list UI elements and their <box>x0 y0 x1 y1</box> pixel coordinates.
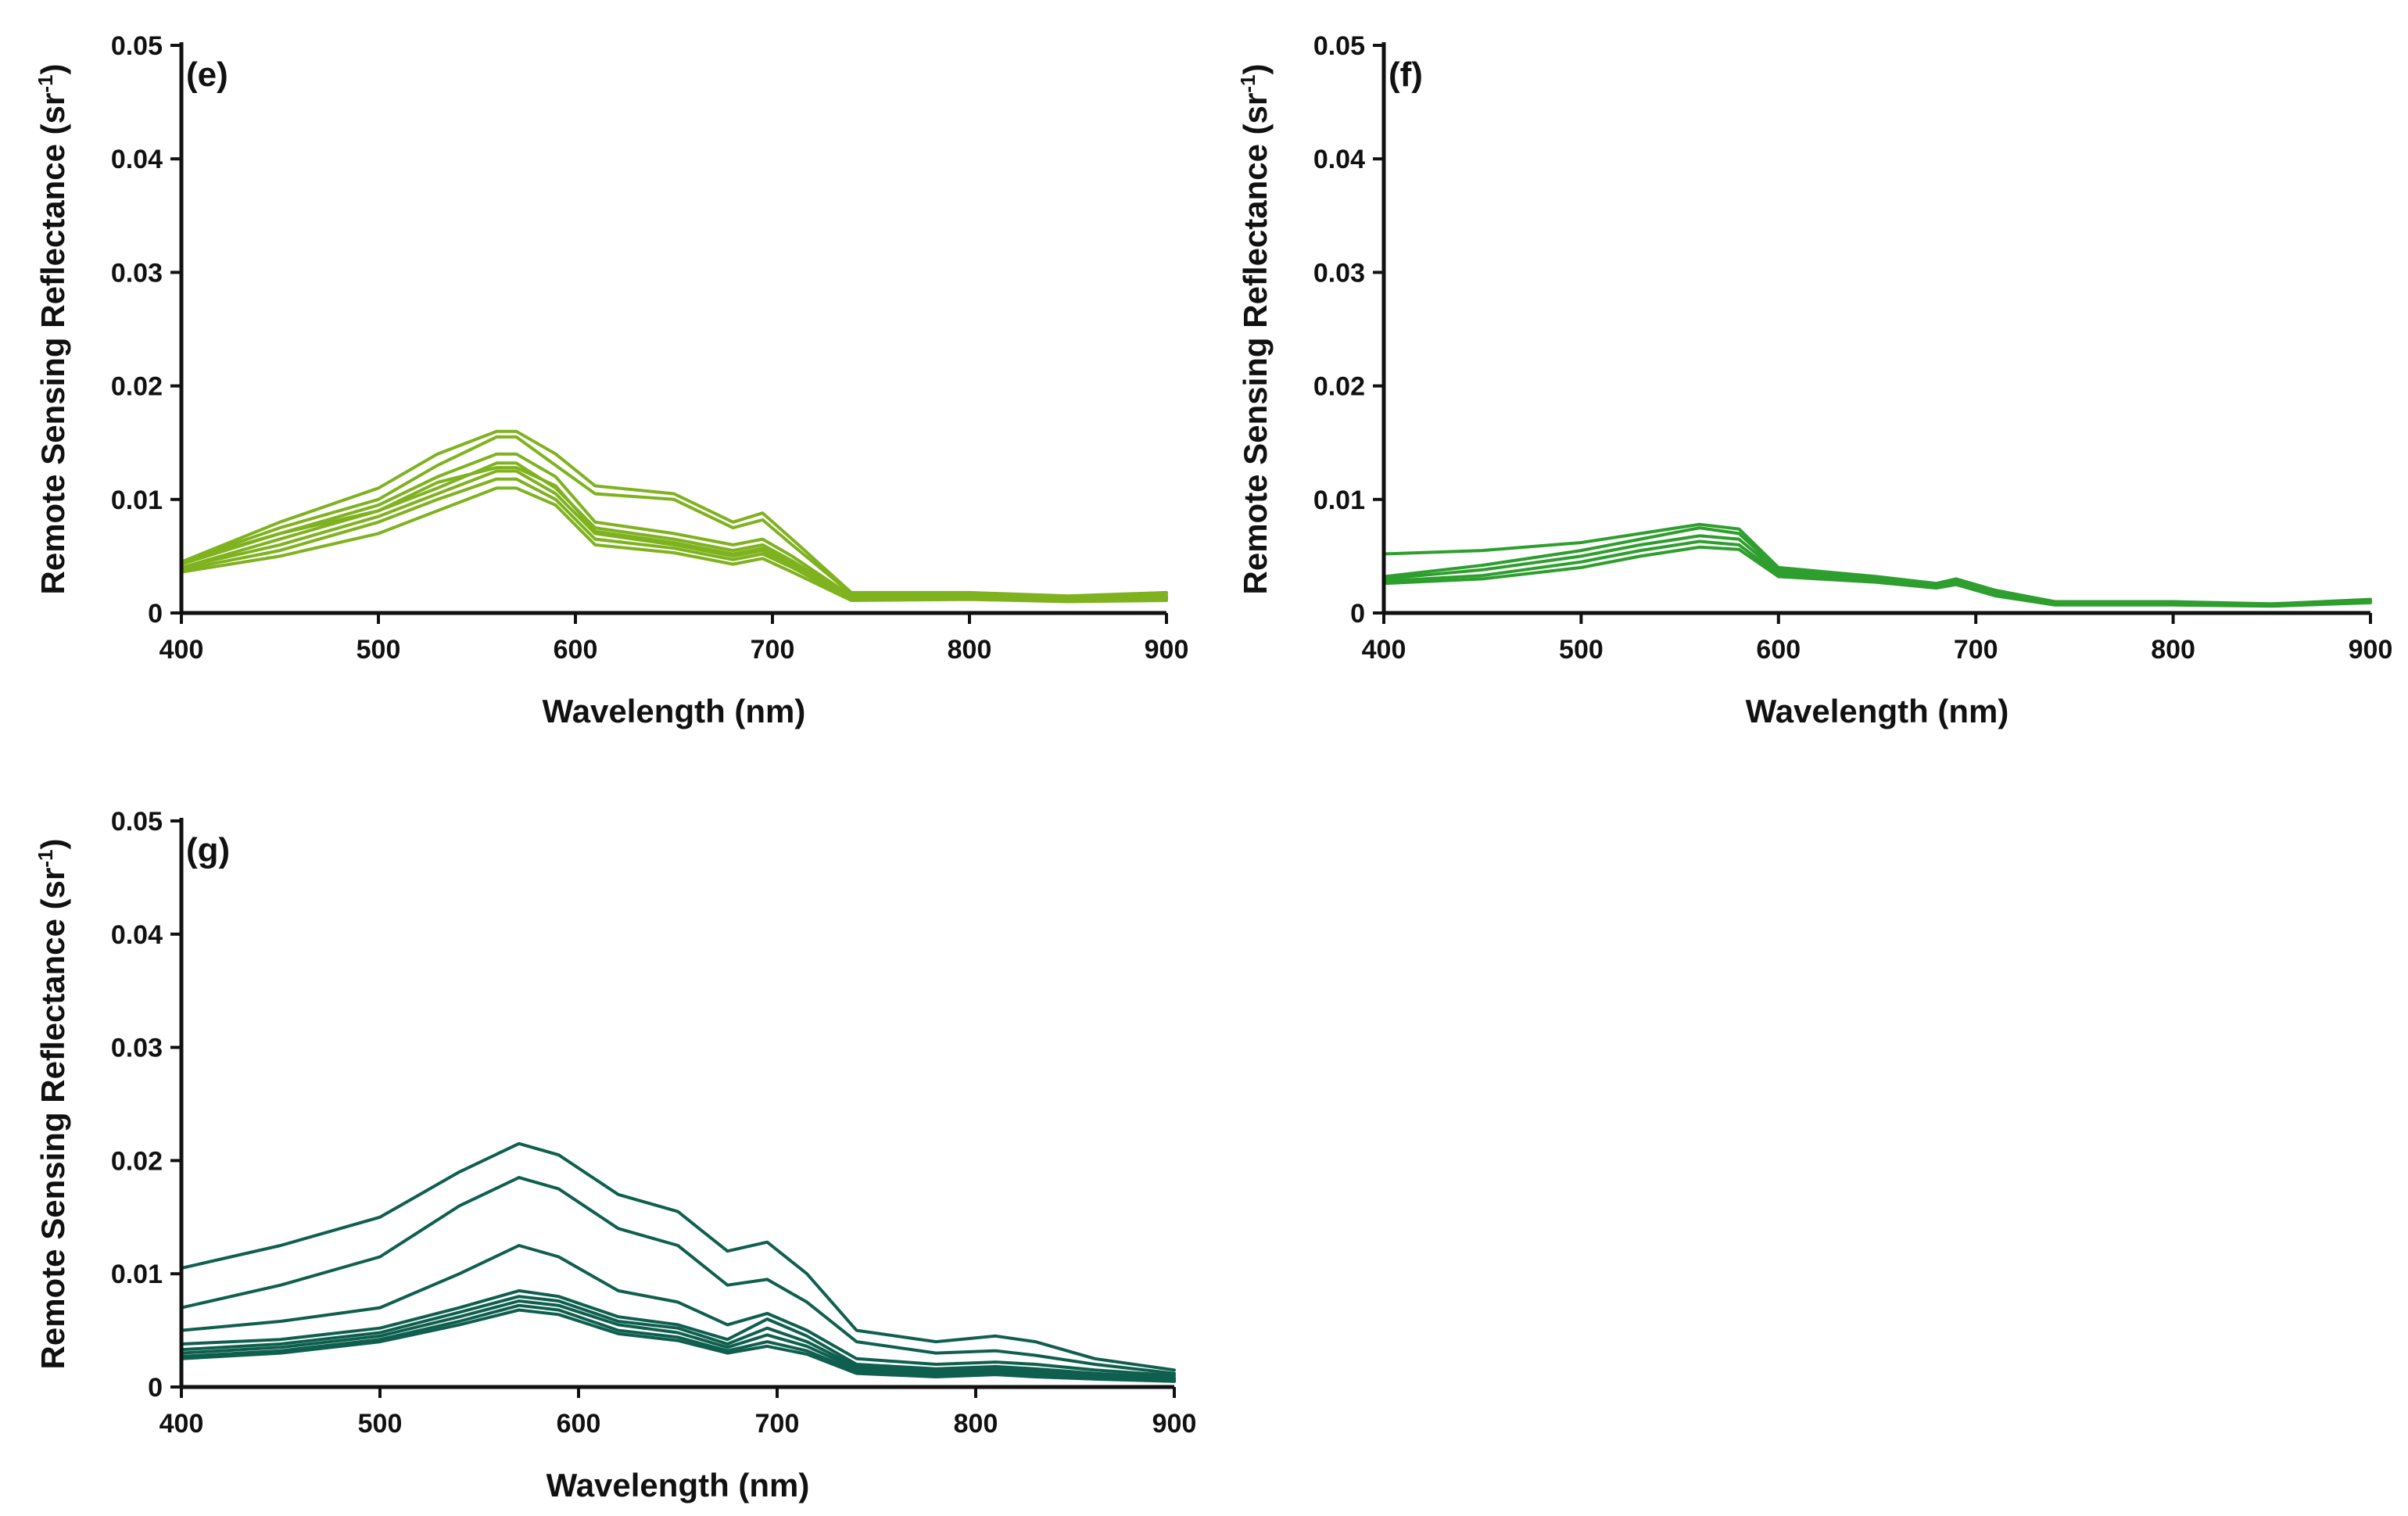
y-tick-label: 0.03 <box>111 258 163 288</box>
series-line-4 <box>180 1288 1176 1380</box>
y-axis-title-main: Remote Sensing Reflectance (sr <box>34 868 71 1370</box>
y-tick-label: 0.05 <box>111 31 163 61</box>
series-line-8 <box>180 466 1168 601</box>
y-tick-label: 0.02 <box>1313 372 1365 402</box>
y-tick-label: 0.04 <box>1313 145 1365 174</box>
x-tick-label: 800 <box>954 1409 998 1439</box>
y-tick-label: 0.01 <box>1313 486 1365 515</box>
y-tick-label: 0 <box>148 599 163 629</box>
series-line-6 <box>180 1299 1176 1382</box>
series-line-2 <box>180 435 1168 599</box>
x-tick-label: 500 <box>358 1409 403 1439</box>
x-axis-title: Wavelength (nm) <box>543 693 806 729</box>
y-tick-label: 0.01 <box>111 1260 163 1289</box>
x-tick-label: 400 <box>159 1409 204 1439</box>
panel-label: (f) <box>1389 56 1423 94</box>
x-tick-label: 600 <box>557 1409 601 1439</box>
x-tick-label: 700 <box>1954 635 1998 665</box>
y-tick-label: 0.04 <box>111 920 163 950</box>
series-line-1 <box>180 1141 1176 1372</box>
y-tick-label: 0.03 <box>111 1034 163 1063</box>
y-tick-label: 0.01 <box>111 486 163 515</box>
x-tick-label: 900 <box>1152 1409 1197 1439</box>
y-axis-title: Remote Sensing Reflectance (sr-1) <box>34 839 71 1370</box>
y-axis-title-close: ) <box>34 839 71 850</box>
y-axis-title: Remote Sensing Reflectance (sr-1) <box>1236 64 1274 595</box>
series-line-2 <box>1382 526 2372 606</box>
x-tick-label: 400 <box>159 635 204 665</box>
y-tick-label: 0.05 <box>111 807 163 837</box>
y-tick-label: 0.03 <box>1313 258 1365 288</box>
x-tick-label: 500 <box>357 635 401 665</box>
x-tick-label: 600 <box>554 635 598 665</box>
series-line-2 <box>180 1176 1176 1375</box>
chart-panel-g: 0 0.01 0.02 0.03 0.04 0.05 400 500 600 700 800 900 W… <box>34 807 1196 1503</box>
y-axis-title-close: ) <box>34 64 71 75</box>
x-tick-label: 900 <box>1145 635 1189 665</box>
series-line-3 <box>180 1244 1176 1378</box>
y-axis-title-superscript: -1 <box>1236 75 1260 93</box>
x-axis-title: Wavelength (nm) <box>546 1467 810 1503</box>
panel-label: (g) <box>186 831 230 869</box>
y-tick-label: 0.02 <box>111 372 163 402</box>
y-axis-title-main: Remote Sensing Reflectance (sr <box>1237 93 1274 595</box>
y-tick-label: 0.05 <box>1313 31 1365 61</box>
x-tick-label: 900 <box>2349 635 2393 665</box>
x-tick-label: 800 <box>948 635 992 665</box>
x-tick-label: 500 <box>1559 635 1604 665</box>
series-line-8 <box>180 1308 1176 1383</box>
y-axis-title-superscript: -1 <box>34 75 57 93</box>
y-tick-label: 0 <box>148 1373 163 1403</box>
y-tick-label: 0.04 <box>111 145 163 174</box>
x-tick-label: 800 <box>2151 635 2195 665</box>
y-axis-title-main: Remote Sensing Reflectance (sr <box>34 93 71 595</box>
y-axis-title: Remote Sensing Reflectance (sr-1) <box>34 64 71 595</box>
x-axis-title: Wavelength (nm) <box>1746 693 2009 729</box>
panel-label: (e) <box>186 56 228 94</box>
chart-panel-e: 0 0.01 0.02 0.03 0.04 0.05 400 500 600 700 800 900 W… <box>34 31 1188 729</box>
series-line-7 <box>180 486 1168 604</box>
y-tick-label: 0 <box>1350 599 1365 629</box>
x-tick-label: 700 <box>755 1409 800 1439</box>
x-tick-label: 400 <box>1362 635 1406 665</box>
y-axis-title-close: ) <box>1237 64 1274 75</box>
x-tick-label: 600 <box>1756 635 1801 665</box>
series-line-5 <box>180 1295 1176 1381</box>
chart-panel-f: 0 0.01 0.02 0.03 0.04 0.05 400 500 600 700 800 900 W… <box>1236 31 2392 729</box>
y-tick-label: 0.02 <box>111 1146 163 1176</box>
x-tick-label: 700 <box>751 635 795 665</box>
y-axis-title-superscript: -1 <box>34 850 57 868</box>
series-line-5 <box>1382 545 2372 608</box>
